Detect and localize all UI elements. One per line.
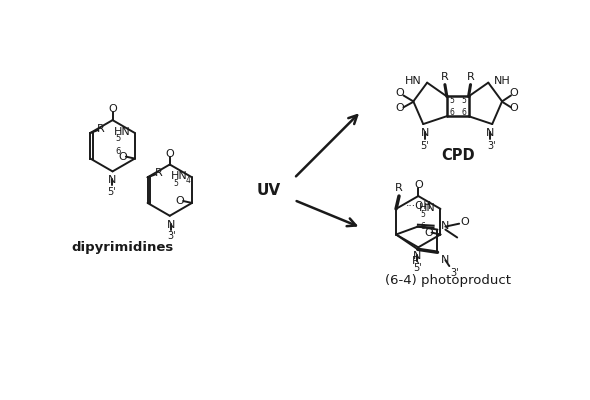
- Text: ···OH: ···OH: [406, 201, 432, 211]
- Text: 3': 3': [168, 232, 176, 242]
- Text: HN: HN: [419, 203, 436, 213]
- Text: R: R: [395, 183, 403, 193]
- Text: 5: 5: [116, 134, 121, 143]
- Text: N: N: [166, 220, 175, 230]
- Text: 5': 5': [107, 187, 116, 197]
- Text: (6-4) photoproduct: (6-4) photoproduct: [385, 274, 511, 287]
- Text: HN: HN: [405, 76, 422, 86]
- Text: O: O: [108, 104, 117, 114]
- Text: O: O: [424, 228, 433, 238]
- Text: N: N: [441, 221, 450, 231]
- Text: O: O: [395, 88, 404, 98]
- Text: O: O: [119, 152, 127, 162]
- Text: N: N: [486, 128, 494, 138]
- Text: 4: 4: [186, 176, 191, 185]
- Text: O: O: [165, 149, 174, 159]
- Text: 5': 5': [420, 141, 428, 151]
- Text: O: O: [414, 180, 422, 190]
- Text: N: N: [421, 128, 430, 138]
- Text: HN: HN: [171, 171, 188, 181]
- Text: O: O: [461, 217, 470, 227]
- Text: 6: 6: [116, 147, 121, 156]
- Text: dipyrimidines: dipyrimidines: [71, 241, 173, 254]
- Text: 6: 6: [461, 108, 466, 117]
- Text: R: R: [441, 72, 449, 82]
- Text: 6: 6: [421, 222, 425, 231]
- Text: HN: HN: [114, 127, 130, 137]
- Text: N: N: [107, 175, 116, 185]
- Text: 3': 3': [450, 268, 458, 278]
- Text: O: O: [510, 103, 518, 113]
- Text: O: O: [510, 88, 518, 98]
- Text: R: R: [155, 168, 162, 178]
- Text: R: R: [412, 256, 419, 266]
- Text: NH: NH: [494, 76, 510, 86]
- Text: 5: 5: [450, 96, 454, 105]
- Text: O: O: [395, 103, 404, 113]
- Text: UV: UV: [256, 183, 280, 198]
- Text: 3': 3': [487, 141, 496, 151]
- Text: 5: 5: [421, 210, 425, 219]
- Text: 5: 5: [173, 179, 178, 188]
- Text: N: N: [441, 255, 450, 265]
- Text: 6: 6: [450, 108, 454, 117]
- Text: N: N: [413, 251, 421, 261]
- Text: 5': 5': [413, 263, 422, 273]
- Text: R: R: [97, 124, 105, 134]
- Text: CPD: CPD: [441, 148, 474, 163]
- Text: R: R: [467, 72, 474, 82]
- Text: 5: 5: [461, 96, 466, 105]
- Text: O: O: [176, 196, 185, 206]
